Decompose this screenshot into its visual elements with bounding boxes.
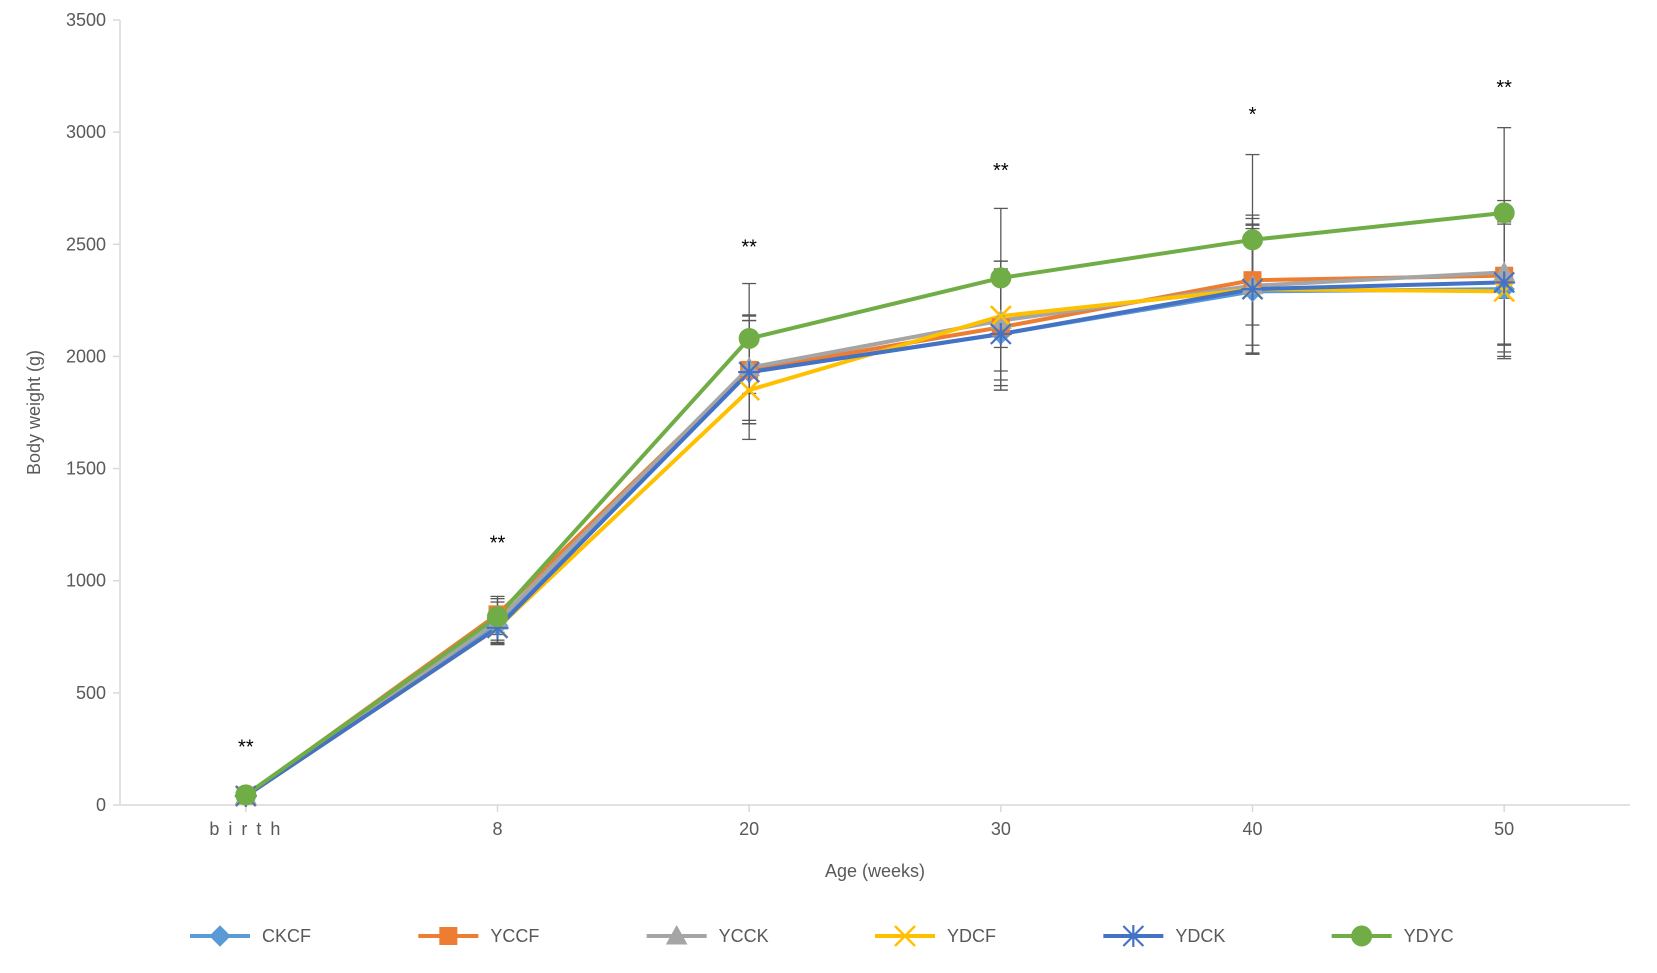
svg-text:**: **	[993, 160, 1009, 182]
legend-item-yccf: YCCF	[418, 926, 539, 946]
svg-text:8: 8	[492, 819, 502, 839]
svg-text:YDCF: YDCF	[947, 926, 996, 946]
svg-text:1500: 1500	[66, 459, 106, 479]
svg-text:YDYC: YDYC	[1404, 926, 1454, 946]
svg-text:**: **	[238, 736, 254, 758]
svg-text:50: 50	[1494, 819, 1514, 839]
legend-item-ckcf: CKCF	[190, 926, 311, 946]
svg-text:1000: 1000	[66, 571, 106, 591]
svg-text:3000: 3000	[66, 122, 106, 142]
svg-text:**: **	[741, 236, 757, 258]
svg-text:3500: 3500	[66, 10, 106, 30]
svg-text:YDCK: YDCK	[1175, 926, 1225, 946]
body-weight-chart: 0 500 1000 1500 2000 2500 3000 3500 b i r t h 8 20…	[10, 10, 1647, 963]
svg-text:**: **	[1496, 77, 1512, 99]
legend-item-ydyc: YDYC	[1332, 926, 1454, 946]
svg-text:YCCF: YCCF	[490, 926, 539, 946]
chart-canvas: 0 500 1000 1500 2000 2500 3000 3500 b i r t h 8 20…	[10, 10, 1647, 963]
svg-text:Body weight (g): Body weight (g)	[24, 350, 44, 475]
legend-item-ycck: YCCK	[647, 926, 769, 946]
svg-text:2000: 2000	[66, 346, 106, 366]
svg-text:*: *	[1249, 104, 1257, 126]
svg-text:20: 20	[739, 819, 759, 839]
legend-item-ydcf: YDCF	[875, 926, 996, 946]
svg-text:CKCF: CKCF	[262, 926, 311, 946]
svg-text:2500: 2500	[66, 234, 106, 254]
svg-text:40: 40	[1242, 819, 1262, 839]
svg-text:b i r t h: b i r t h	[209, 819, 282, 839]
svg-text:YCCK: YCCK	[719, 926, 769, 946]
svg-text:Age (weeks): Age (weeks)	[825, 861, 925, 881]
svg-text:0: 0	[96, 795, 106, 815]
svg-text:30: 30	[991, 819, 1011, 839]
svg-text:500: 500	[76, 683, 106, 703]
svg-text:**: **	[490, 532, 506, 554]
legend-item-ydck: YDCK	[1103, 925, 1225, 947]
